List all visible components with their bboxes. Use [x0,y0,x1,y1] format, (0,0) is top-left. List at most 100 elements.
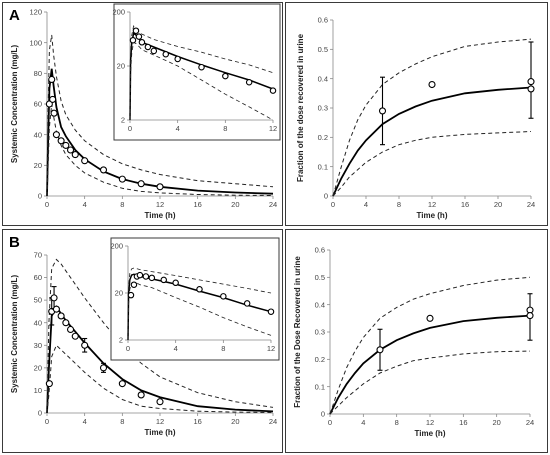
chart-b-urine-data-point [376,346,384,354]
chart-b-urine-x-axis-label: Time (h) [415,429,446,438]
chart-a-conc-inset-x-tick-label: 4 [176,124,180,133]
chart-a-conc-data-point [66,146,75,154]
chart-b-urine-median-line [329,314,531,415]
chart-b-urine-lower-line [329,350,531,415]
chart-b-urine-data-point [426,314,434,322]
chart-a-conc-data-point [81,157,89,165]
chart-a-urine-y-tick-label: 0.1 [318,162,328,171]
chart-b-conc-x-tick-label: 12 [156,417,164,426]
chart-b-conc-y-axis-label: Systemic Concentration (mg/L) [10,275,19,394]
chart-b-conc-data-point [81,341,89,349]
chart-b-conc-inset-data-point [243,300,251,307]
chart-a-conc-data-point [118,175,126,183]
chart-a-conc-y-tick-label: 100 [29,38,42,47]
chart-a-conc-inset-frame [113,3,281,141]
chart-a-conc-inset-data-point [269,87,277,94]
chart-b-conc-inset-data-point [136,271,144,279]
chart-b-conc-y-tick-label: 20 [34,363,42,372]
chart-a-urine-data-point [428,80,436,89]
chart-a-conc-data-point [137,180,145,188]
chart-b-urine-x-tick-label: 4 [361,418,365,427]
chart-b-conc-data-point [52,305,60,313]
chart-a-conc-inset-data-point [138,39,146,46]
chart-b-conc-inset: 0 4 8 12 2 20 200 [110,237,280,361]
chart-a-urine-data-point [527,78,535,86]
chart-a-urine-y-axis-label: Fraction of the dose recovered in urine [296,33,305,182]
chart-a-urine-data-point [527,85,535,93]
chart-a-urine-x-tick-label: 16 [461,200,469,209]
chart-b-conc-data-point [118,380,126,388]
chart-a-conc-y-tick-label: 20 [34,161,42,170]
chart-a-conc-inset-x-tick-label: 12 [269,124,277,133]
chart-a-conc-x-tick-label: 4 [83,200,87,209]
chart-a-urine-upper-line [332,38,532,197]
chart-a-urine-data-point [378,107,387,115]
chart-a-conc-inset-data-point [162,51,170,58]
chart-a-urine-x-tick-label: 12 [428,200,436,209]
chart-b-conc-y-tick-label: 40 [34,318,42,327]
chart-b-conc-inset-data-point [127,291,135,299]
chart-b-urine-x-tick-label: 20 [492,418,500,427]
chart-b-urine-y-tick-label: 0.2 [315,355,325,364]
chart-b-conc-x-tick-label: 4 [83,417,87,426]
chart-a-urine-x-axis-label: Time (h) [417,211,448,220]
chart-a-conc-inset-data-point [150,47,158,55]
chart-a-conc-inset-data-point [222,72,229,80]
chart-b-urine-upper-line [329,276,531,415]
chart-b-urine-y-axis-label: Fraction of the Dose Recovered in urine [293,256,302,408]
chart-a-urine-lower-line [332,131,532,197]
chart-a-conc-upper-line [46,34,274,197]
chart-b-urine-y-tick-label: 0.4 [315,300,325,309]
chart-a-conc-inset-data-point [129,36,137,44]
chart-b-conc-lower-line [46,344,274,414]
chart-b-conc-data-point [57,312,65,320]
chart-a-conc-x-tick-label: 20 [231,200,239,209]
chart-b-urine-y-tick-label: 0.3 [315,328,325,337]
chart-a-urine-median-line [332,86,532,197]
chart-b-conc-inset-data-point [142,273,150,280]
panel-a-urine-frame [285,2,548,226]
chart-a-conc-inset-data-point [132,27,140,34]
chart-b-conc-y-tick-label: 10 [34,386,42,395]
chart-b-urine-y-tick-label: 0.6 [315,246,325,255]
panel-label-b: B [9,234,20,251]
chart-a-conc-y-tick-label: 60 [34,100,42,109]
chart-a-conc-data-point [50,109,58,117]
chart-a-conc-inset-x-tick-label: 0 [128,124,132,133]
chart-b-conc-inset-data-point [196,286,203,293]
chart-b-conc-inset-x-tick-label: 12 [267,344,275,353]
chart-a-conc-x-axis-label: Time (h) [145,211,176,220]
chart-a-conc-y-axis-label: Systemic Concentration (mg/L) [10,45,19,164]
chart-b-conc-inset-data-point [148,274,156,282]
chart-a-urine-chart: 0 4 8 12 16 20 24 0 0.1 0.2 0.3 0.4 0.5 0.6 Time (h) Fr… [296,16,535,220]
chart-a-conc-inset-data-point [174,55,181,63]
chart-a-conc-data-point [48,75,56,84]
chart-a-urine-y-tick-label: 0.6 [318,16,328,25]
chart-b-conc-inset-lower-line [127,281,272,341]
chart-a-conc-inset-x-tick-label: 8 [223,124,227,133]
chart-a-conc-data-point [57,137,65,145]
chart-b-conc-inset-y-tick-label: 20 [115,289,123,298]
chart-a-conc-data-point [45,100,53,108]
chart-a-conc-y-tick-label: 40 [34,130,42,139]
chart-b-conc-y-tick-label: 70 [34,251,42,260]
chart-a-conc-y-tick-label: 0 [38,192,42,201]
chart-b-conc-inset-upper-line [127,267,272,341]
chart-b-conc-y-tick-label: 60 [34,273,42,282]
chart-a-urine-x-tick-label: 4 [364,200,368,209]
chart-b-conc-inset-data-point [130,281,138,288]
chart-a-conc-inset-data-point [198,63,205,71]
chart-b-conc-inset-data-point [172,279,179,287]
chart-b-conc-inset-x-tick-label: 8 [221,344,225,353]
chart-a-urine-y-tick-label: 0.5 [318,45,328,54]
chart-a-conc-x-tick-label: 8 [120,200,124,209]
chart-b-conc-data-point [66,325,75,334]
chart-b-conc-y-tick-label: 50 [34,296,42,305]
chart-a-urine-y-tick-label: 0.2 [318,133,328,142]
chart-a-conc-data-point [71,151,79,159]
chart-a-conc-inset-data-point [245,79,253,86]
chart-b-urine-y-tick-label: 0.5 [315,273,325,282]
chart-a-urine-x-tick-label: 20 [494,200,502,209]
chart-a-conc-data-point [49,95,57,103]
